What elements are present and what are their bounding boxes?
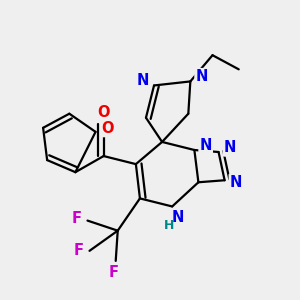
Text: N: N [224, 140, 236, 155]
Text: N: N [136, 73, 149, 88]
Text: F: F [109, 265, 119, 280]
Text: N: N [230, 175, 242, 190]
Text: N: N [172, 210, 184, 225]
Text: N: N [200, 138, 212, 153]
Text: H: H [164, 219, 174, 232]
Text: O: O [98, 105, 110, 120]
Text: F: F [71, 211, 81, 226]
Text: O: O [101, 121, 114, 136]
Text: N: N [195, 69, 208, 84]
Text: F: F [73, 243, 83, 258]
